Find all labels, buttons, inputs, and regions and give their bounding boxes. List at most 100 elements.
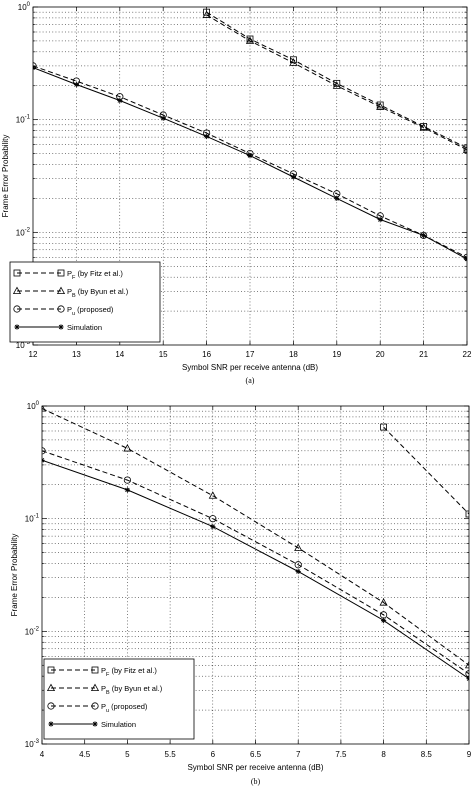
series-line-circle: [42, 450, 469, 675]
marker-stroke: [464, 256, 467, 260]
data-point-s3-1: [124, 487, 130, 493]
data-point-s3-7: [334, 195, 340, 202]
legend-label-main: P: [67, 305, 72, 314]
legend-label-main: Simulation: [101, 720, 136, 729]
legend-label: Pu (proposed): [67, 305, 114, 317]
y-tick-label: 100: [18, 2, 31, 12]
marker-stroke: [466, 676, 469, 680]
x-tick-label: 14: [115, 350, 124, 359]
y-tick-exponent: -2: [25, 227, 31, 233]
data-point-s2-2: [209, 515, 217, 523]
data-point-sleg1-0: [46, 683, 56, 691]
marker-stroke: [295, 569, 301, 574]
series-line-triangle: [42, 408, 469, 666]
x-tick-label: 8: [381, 750, 386, 759]
data-point-s1-0: [202, 10, 211, 18]
x-tick-label: 21: [419, 350, 428, 359]
legend-label-sub: B: [106, 690, 110, 696]
marker-stroke: [247, 153, 253, 158]
legend-label: Simulation: [67, 323, 102, 332]
y-tick-label: 10-3: [25, 739, 40, 749]
data-point-sleg1-0: [12, 286, 22, 295]
legend-label-rest: (by Fitz et al.): [75, 269, 123, 278]
data-point-sleg2-1: [91, 702, 99, 710]
legend: PF (by Fitz et al.)PB (by Byun et al.)Pu…: [9, 261, 161, 343]
data-point-sleg0-1: [57, 269, 65, 277]
legend-label-rest: (by Byun et al.): [110, 684, 163, 693]
marker-stroke: [117, 98, 123, 103]
series-line-square: [383, 426, 469, 515]
legend-label: PB (by Byun et al.): [101, 684, 163, 696]
x-axis-label: Symbol SNR per receive antenna (dB): [187, 763, 323, 772]
x-tick-label: 5.5: [165, 750, 177, 759]
data-point-sleg2-1: [57, 305, 65, 313]
legend-label-sub: u: [72, 311, 75, 317]
legend-label-sub: F: [106, 672, 110, 678]
data-point-s0-3: [333, 79, 341, 87]
data-point-sleg0-0: [47, 666, 55, 674]
data-point-s3-1: [73, 81, 79, 88]
y-tick-label: 10-2: [16, 227, 31, 237]
marker-stroke: [14, 324, 20, 330]
marker-stroke: [334, 196, 340, 201]
x-tick-label: 22: [463, 350, 472, 359]
y-tick-exponent: -1: [34, 514, 40, 520]
legend-label: Simulation: [101, 720, 136, 729]
marker-stroke: [58, 324, 64, 330]
data-point-sleg2-0: [47, 702, 55, 710]
series-line-triangle: [206, 14, 467, 151]
data-point-s1-1: [245, 36, 255, 44]
chart-panel-b: 4 4.5 5 5.5 6 6.5 7 7.5 8 8.5 910-310-210-1100Symb…: [10, 401, 472, 786]
chart-panel-a: 12 13 14 15 16 17 18 19 20 21 2210-310-210-1100Sym…: [1, 2, 472, 385]
data-point-sleg3-1: [92, 721, 98, 727]
data-point-s0-0: [380, 423, 388, 431]
data-point-s0-1: [246, 35, 254, 43]
marker-stroke: [464, 258, 467, 262]
marker-stroke: [377, 217, 383, 222]
data-point-s3-2: [210, 524, 216, 530]
x-tick-label: 8.5: [421, 750, 433, 759]
legend-box: [9, 261, 161, 343]
marker-stroke: [48, 721, 54, 727]
x-tick-label: 18: [289, 350, 298, 359]
panel-caption: (a): [246, 376, 255, 385]
marker-stroke: [33, 65, 36, 69]
legend-label-sub: u: [106, 708, 109, 714]
data-point-sleg3-0: [14, 324, 20, 330]
data-point-sleg1-1: [56, 286, 66, 295]
panel-caption: (b): [251, 777, 261, 786]
marker-stroke: [42, 459, 45, 463]
data-point-s1-2: [289, 58, 298, 66]
x-tick-label: 6.5: [250, 750, 262, 759]
data-point-s1-5: [419, 123, 428, 131]
data-point-s1-2: [208, 491, 217, 499]
y-tick-exponent: -3: [25, 340, 31, 346]
data-point-sleg2-0: [13, 305, 21, 313]
y-tick-label: 10-1: [25, 514, 40, 524]
legend-label-rest: (by Byun et al.): [76, 287, 129, 296]
x-tick-label: 12: [29, 350, 38, 359]
x-tick-label: 17: [246, 350, 255, 359]
data-point-s1-3: [332, 81, 341, 89]
data-point-sleg3-0: [48, 721, 54, 727]
y-tick-label: 10-3: [16, 340, 31, 350]
legend: PF (by Fitz et al.)PB (by Byun et al.)Pu…: [43, 658, 195, 740]
series-group: [33, 8, 467, 262]
data-point-s3-5: [247, 152, 253, 159]
y-tick-exponent: -2: [34, 626, 40, 632]
legend-label-main: Simulation: [67, 323, 102, 332]
marker-stroke: [210, 524, 216, 529]
y-tick-label: 10-1: [16, 115, 31, 125]
x-tick-label: 4: [40, 750, 45, 759]
x-tick-label: 6: [211, 750, 216, 759]
data-point-s1-6: [462, 145, 467, 153]
legend-label: PB (by Byun et al.): [67, 287, 129, 299]
data-point-s2-3: [294, 561, 302, 569]
y-tick-base: 10: [16, 116, 25, 125]
y-tick-exponent: 0: [36, 401, 40, 407]
legend-label-main: P: [67, 269, 72, 278]
data-point-sleg0-0: [13, 269, 21, 277]
y-tick-exponent: 0: [27, 2, 31, 8]
data-point-s2-0: [33, 62, 37, 70]
data-point-s1-0: [42, 406, 47, 412]
